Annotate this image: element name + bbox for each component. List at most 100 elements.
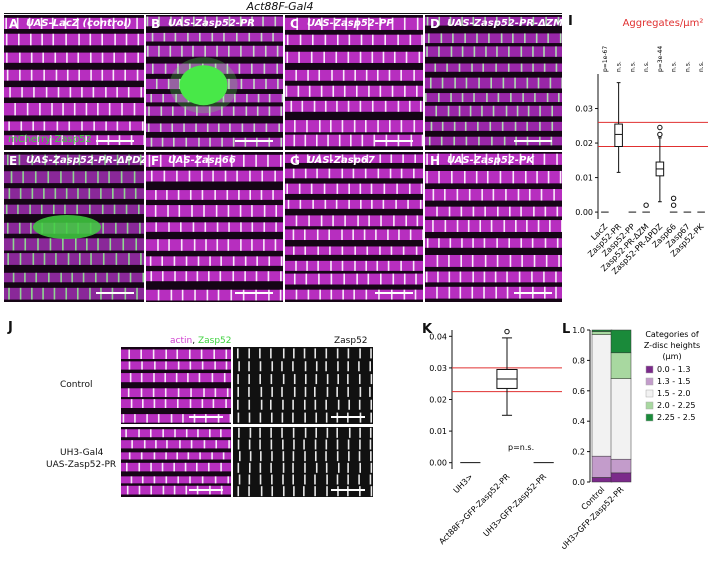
annotation-pvalue: p=n.s. bbox=[508, 443, 534, 452]
outlier-point bbox=[657, 131, 663, 138]
legend-entry: 1.5 - 2.0 bbox=[657, 389, 690, 398]
micrograph-e: E UAS-Zasp52-PR-ΔPDZ bbox=[4, 152, 144, 302]
panel-letter-j: J bbox=[8, 320, 13, 335]
legend-title: Z-disc heights bbox=[644, 341, 700, 350]
panel-title-b: UAS-Zasp52-PR bbox=[168, 18, 255, 29]
panel-letter-f: F bbox=[151, 154, 160, 168]
panel-title-d: UAS-Zasp52-PR-ΔZM bbox=[447, 18, 562, 29]
panel-letter-l: L bbox=[562, 322, 571, 337]
legend-swatch bbox=[645, 365, 654, 374]
micrograph-j-control-zasp bbox=[233, 347, 373, 424]
panel-letter-b: B bbox=[151, 17, 161, 31]
scale-bar bbox=[189, 489, 223, 491]
stacked-bar-segment bbox=[610, 472, 632, 483]
y-tick-label: 0.0 bbox=[572, 478, 585, 487]
y-tick-label: 0.8 bbox=[572, 356, 585, 365]
scale-bar bbox=[375, 292, 413, 294]
stacked-bar-segment bbox=[591, 455, 613, 478]
scale-bar bbox=[96, 292, 134, 294]
y-tick-label: 0.6 bbox=[572, 387, 585, 396]
panel-letter-i: I bbox=[568, 14, 573, 29]
micrograph-b: B UAS-Zasp52-PR bbox=[146, 15, 283, 150]
outlier-point bbox=[504, 328, 510, 335]
panel-letter-c: C bbox=[290, 17, 299, 31]
micrograph-h: H UAS-Zasp52-PK bbox=[425, 152, 562, 302]
stacked-bar-segment bbox=[610, 352, 632, 379]
zasp52-label: Zasp52 bbox=[197, 336, 232, 346]
stacked-bar-segment bbox=[610, 329, 632, 354]
legend-entry: 2.25 - 2.5 bbox=[657, 413, 696, 422]
header-rule bbox=[4, 13, 562, 14]
outlier-point bbox=[670, 195, 677, 201]
p-value-label: n.s. bbox=[684, 61, 691, 72]
legend-entry: 1.3 - 1.5 bbox=[657, 377, 690, 386]
p-value-label: p=1e-67 bbox=[602, 46, 609, 72]
panel-letter-k: K bbox=[422, 322, 433, 337]
stacked-bar-segment bbox=[610, 378, 632, 460]
panel-letter-g: G bbox=[290, 154, 300, 168]
p-value-label: n.s. bbox=[643, 61, 650, 72]
chart-k: 0.00 0.01 0.02 0.03 0.04 UH3>Act88F>GFP-Zasp5… bbox=[429, 328, 562, 546]
chart-l: 0.00.20.40.60.81.0ControlUH3>GFP-Zasp52-… bbox=[562, 326, 700, 552]
y-tick-label: 0.00 bbox=[429, 459, 447, 468]
scale-bar bbox=[331, 489, 365, 491]
label-separator: , bbox=[192, 336, 196, 346]
stacked-bar-segment bbox=[610, 458, 632, 474]
panel-title-a: UAS-LacZ (control) bbox=[26, 18, 132, 29]
y-tick-label: 0.00 bbox=[575, 208, 593, 217]
legend-entry: 0.0 - 1.3 bbox=[657, 365, 690, 374]
panel-letter-d: D bbox=[430, 17, 440, 31]
y-tick-label: 0.01 bbox=[429, 427, 447, 436]
stacked-bar-segment bbox=[591, 331, 613, 335]
p-value-label: n.s. bbox=[616, 61, 623, 72]
legend-swatch bbox=[645, 413, 654, 422]
actin-label: actin bbox=[170, 336, 193, 346]
scale-bar bbox=[235, 292, 273, 294]
p-value-label: n.s. bbox=[698, 61, 705, 72]
micrograph-j-uh3-merge bbox=[121, 427, 231, 497]
y-tick-label: 0.4 bbox=[572, 417, 585, 426]
micrograph-f: F UAS-Zasp66 bbox=[146, 152, 283, 302]
scale-bar bbox=[189, 416, 223, 418]
y-tick-label: 0.04 bbox=[429, 332, 447, 341]
y-tick-label: 0.03 bbox=[575, 105, 593, 114]
x-tick-label: UH3>GFP-Zasp52-PR bbox=[482, 472, 549, 539]
legend-swatch bbox=[645, 401, 654, 410]
scale-bar bbox=[96, 140, 134, 142]
y-tick-label: 0.01 bbox=[575, 174, 593, 183]
micrograph-g: G UAS-Zasp67 bbox=[285, 152, 423, 302]
legend-swatch bbox=[645, 389, 654, 398]
scale-bar bbox=[331, 416, 365, 418]
panel-j-row-uas: UAS-Zasp52-PR bbox=[46, 460, 117, 470]
panel-title-h: UAS-Zasp52-PK bbox=[447, 155, 535, 166]
y-tick-label: 0.03 bbox=[429, 364, 447, 373]
outlier-point bbox=[670, 202, 677, 208]
legend-swatch bbox=[645, 377, 654, 386]
p-value-label: p=3e-44 bbox=[657, 46, 664, 72]
p-value-label: n.s. bbox=[671, 61, 678, 72]
y-tick-label: 0.02 bbox=[429, 396, 447, 405]
micrograph-j-control-merge bbox=[121, 347, 231, 424]
micrograph-c: C UAS-Zasp52-PP bbox=[285, 15, 423, 150]
panel-j-col-label: actin, Zasp52 bbox=[170, 336, 232, 346]
figure-header-title: Act88F-Gal4 bbox=[246, 0, 314, 13]
scale-bar bbox=[235, 140, 273, 142]
panel-title-f: UAS-Zasp66 bbox=[168, 155, 236, 166]
p-value-label: n.s. bbox=[629, 61, 636, 72]
panel-j-right-label: Zasp52 bbox=[334, 336, 368, 346]
panel-title-g: UAS-Zasp67 bbox=[307, 155, 375, 166]
channel-label: mCherry-Zasp52 bbox=[8, 134, 92, 145]
panel-j-row-uh3: UH3-Gal4 bbox=[60, 448, 104, 458]
scale-bar bbox=[514, 140, 552, 142]
y-tick-label: 0.02 bbox=[575, 139, 593, 148]
panel-letter-h: H bbox=[430, 154, 441, 168]
stacked-bar-segment bbox=[591, 329, 613, 332]
panel-j-row-control: Control bbox=[60, 380, 93, 390]
outlier-point bbox=[643, 202, 649, 208]
micrograph-d: D UAS-Zasp52-PR-ΔZM bbox=[425, 15, 562, 150]
legend-title: Categories of bbox=[645, 330, 699, 339]
panel-letter-e: E bbox=[9, 154, 18, 168]
panel-title-e: UAS-Zasp52-PR-ΔPDZ bbox=[26, 155, 144, 166]
micrograph-j-uh3-zasp bbox=[233, 427, 373, 497]
chart-i-title: Aggregates/μm² bbox=[623, 18, 704, 29]
